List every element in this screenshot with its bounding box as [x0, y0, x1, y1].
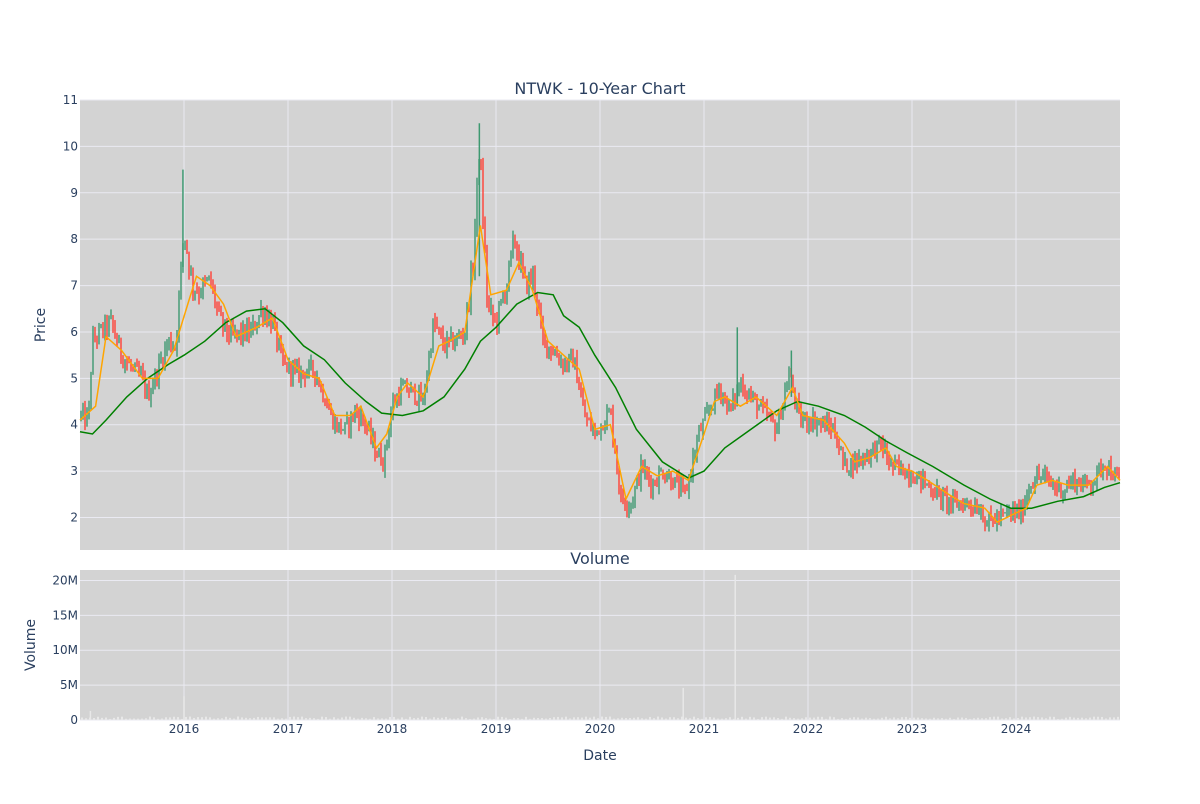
volume-panel: 0 5M 10M 15M 20M 2016 2017 2018 2019 2020 2021 202…: [23, 549, 1120, 764]
price-gridlines: [80, 99, 1120, 550]
price-y-ticks: 2 3 4 5 6 7 8 9 10 11: [63, 93, 78, 525]
price-tick-label: 3: [70, 464, 78, 478]
date-axis-title: Date: [583, 748, 616, 764]
date-tick-label: 2019: [481, 722, 512, 736]
volume-tick-label: 5M: [60, 678, 78, 692]
volume-y-ticks: 0 5M 10M 15M 20M: [52, 573, 78, 727]
price-tick-label: 2: [70, 511, 78, 525]
volume-tick-label: 0: [70, 713, 78, 727]
chart-title: NTWK - 10-Year Chart: [514, 79, 685, 98]
price-tick-label: 4: [70, 418, 78, 432]
date-tick-label: 2018: [377, 722, 408, 736]
price-tick-label: 11: [63, 93, 78, 107]
price-tick-label: 10: [63, 139, 78, 153]
date-tick-label: 2017: [273, 722, 304, 736]
date-tick-label: 2016: [169, 722, 200, 736]
volume-subplot-title: Volume: [570, 549, 630, 568]
short-moving-average-line: [79, 225, 1121, 524]
volume-bars: [81, 574, 1119, 720]
date-tick-label: 2022: [793, 722, 824, 736]
price-tick-label: 8: [70, 232, 78, 246]
price-panel: 2 3 4 5 6 7 8 9 10 11 NTWK - 10-Year Chart Price: [33, 79, 1121, 550]
volume-tick-label: 15M: [52, 608, 78, 622]
date-tick-label: 2023: [897, 722, 928, 736]
date-tick-label: 2020: [585, 722, 616, 736]
price-tick-label: 6: [70, 325, 78, 339]
price-tick-label: 9: [70, 186, 78, 200]
price-tick-label: 7: [70, 279, 78, 293]
long-moving-average-line: [79, 291, 1121, 509]
volume-tick-label: 20M: [52, 573, 78, 587]
date-x-ticks: 2016 2017 2018 2019 2020 2021 2022 2023 2024: [169, 722, 1032, 736]
volume-tick-label: 10M: [52, 643, 78, 657]
date-tick-label: 2024: [1001, 722, 1032, 736]
date-tick-label: 2021: [689, 722, 720, 736]
price-axis-title: Price: [33, 308, 49, 342]
price-tick-label: 5: [70, 371, 78, 385]
volume-axis-title: Volume: [23, 619, 39, 671]
